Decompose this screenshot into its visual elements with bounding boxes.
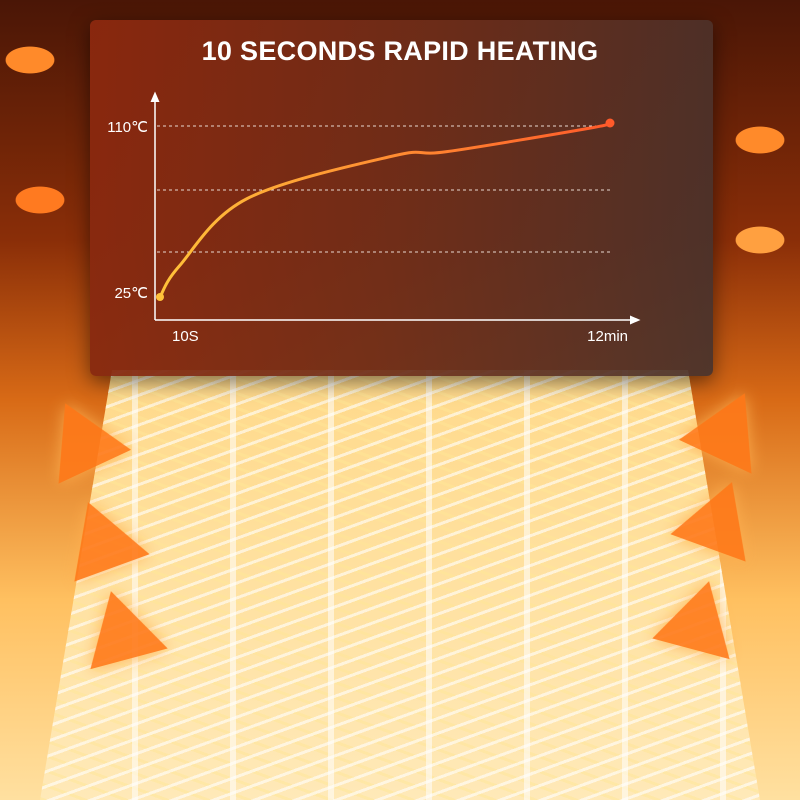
heating-pad-image	[40, 370, 760, 800]
end-point	[605, 118, 615, 128]
chart-title: 10 SECONDS RAPID HEATING	[201, 36, 599, 66]
chart-panel	[90, 20, 713, 376]
x-tick-label: 12min	[587, 328, 628, 345]
x-tick-label: 10S	[172, 328, 199, 345]
heating-curve	[158, 121, 612, 299]
y-tick-label: 25℃	[114, 285, 148, 302]
y-tick-label: 110℃	[107, 119, 148, 136]
start-point	[156, 293, 164, 301]
